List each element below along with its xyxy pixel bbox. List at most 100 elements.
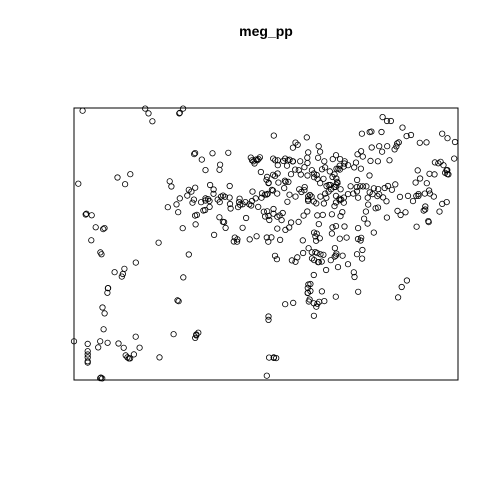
data-point (353, 251, 361, 258)
data-point (364, 194, 371, 201)
data-point (321, 297, 328, 305)
data-point (303, 134, 310, 141)
data-point (268, 234, 275, 241)
data-point (314, 175, 321, 182)
data-point (322, 266, 330, 274)
data-point (310, 229, 318, 236)
data-point (356, 183, 364, 190)
data-point (332, 183, 339, 190)
data-point (276, 236, 284, 243)
data-point (227, 205, 234, 212)
data-point (439, 130, 446, 137)
data-point (354, 225, 362, 232)
data-point (321, 158, 328, 165)
data-point (310, 312, 317, 319)
data-point (369, 191, 376, 198)
data-point (297, 158, 304, 165)
data-point (226, 194, 233, 201)
data-point (84, 359, 91, 366)
data-point (142, 105, 149, 112)
data-point (321, 164, 329, 171)
data-point (318, 288, 325, 295)
data-point (359, 183, 367, 190)
data-point (374, 158, 381, 165)
data-point (180, 105, 187, 112)
data-point (122, 181, 129, 188)
data-point (257, 168, 264, 176)
data-point (175, 209, 182, 216)
data-point (312, 237, 320, 244)
data-point (115, 340, 122, 347)
data-point (246, 236, 253, 243)
data-point (226, 182, 233, 190)
data-point (70, 338, 78, 345)
data-point (226, 200, 234, 208)
data-point (176, 195, 183, 202)
data-point (399, 124, 406, 131)
data-point (387, 117, 394, 125)
data-point (329, 156, 336, 163)
chart-title: meg_pp (239, 23, 293, 39)
data-point (265, 316, 272, 323)
data-point (79, 107, 86, 114)
data-point (332, 293, 339, 300)
data-point (192, 150, 199, 157)
data-point (234, 238, 241, 245)
data-point (198, 199, 205, 206)
data-point (282, 301, 289, 308)
data-point (104, 285, 112, 292)
data-point (99, 304, 106, 311)
data-point (173, 201, 180, 208)
data-point (315, 143, 322, 150)
data-point (256, 154, 263, 161)
data-point (414, 167, 421, 174)
data-point (268, 186, 275, 193)
data-point (317, 180, 324, 187)
data-point (265, 313, 272, 320)
data-point (315, 258, 322, 266)
data-point (362, 208, 369, 215)
data-point (100, 226, 107, 233)
data-point (304, 159, 311, 167)
data-point (337, 186, 344, 193)
data-point (383, 198, 390, 205)
data-point (394, 207, 401, 214)
data-point (344, 162, 352, 169)
data-point (379, 194, 387, 201)
data-point (198, 156, 205, 163)
data-point (286, 191, 293, 198)
data-point (314, 300, 321, 307)
data-point (99, 375, 106, 382)
data-point (383, 117, 391, 125)
data-point (230, 238, 237, 245)
data-point (444, 135, 451, 142)
plot-frame (73, 107, 459, 381)
data-point (331, 253, 338, 260)
data-point (206, 197, 213, 205)
data-point (118, 273, 125, 280)
data-point (341, 223, 348, 230)
data-point (423, 180, 430, 187)
data-point (247, 154, 254, 161)
data-point (274, 190, 281, 197)
data-point (289, 158, 296, 165)
data-point (403, 277, 410, 284)
data-point (281, 185, 288, 192)
data-point (98, 251, 105, 258)
data-point (308, 193, 315, 200)
data-point (344, 261, 352, 268)
data-point (132, 333, 139, 340)
data-point (374, 204, 382, 211)
data-point (164, 204, 171, 211)
data-point (97, 375, 104, 382)
data-point (301, 164, 308, 171)
data-point (340, 194, 347, 201)
data-point (363, 183, 370, 190)
data-point (269, 187, 276, 194)
data-point (305, 245, 312, 252)
data-point (360, 215, 368, 222)
data-point (149, 118, 156, 125)
data-point (75, 180, 82, 187)
data-point (270, 354, 277, 361)
